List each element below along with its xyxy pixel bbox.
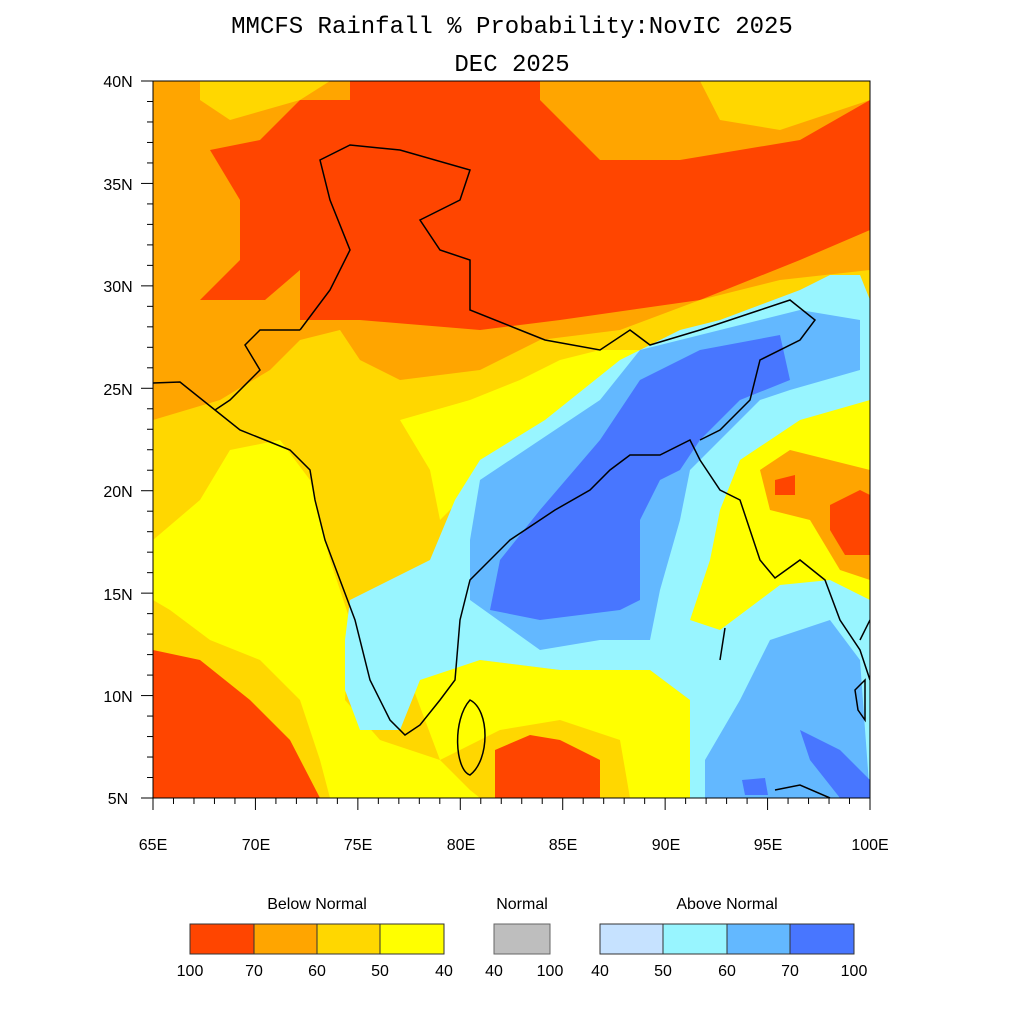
legend-normal: [493, 923, 551, 955]
y-tick-label: 15N: [103, 587, 132, 604]
legend-tick-labels: 100 70 60 50 40 40 100 40 50 60 70 100: [177, 963, 868, 980]
x-tick-label: 80E: [447, 837, 475, 854]
legend-tick: 100: [841, 963, 868, 980]
legend-tick: 100: [177, 963, 204, 980]
legend-below-label: Below Normal: [267, 896, 367, 913]
field-below-east-yellow: [690, 400, 870, 630]
y-tick-label: 40N: [103, 74, 132, 91]
field-above-70-100: [490, 335, 870, 798]
legend-above-label: Above Normal: [676, 896, 777, 913]
legend-normal-label: Normal: [496, 896, 548, 913]
x-tick-label: 85E: [549, 837, 577, 854]
legend-tick: 40: [435, 963, 453, 980]
legend-tick: 60: [718, 963, 736, 980]
legend-above-normal: [599, 923, 855, 955]
y-tick-label: 10N: [103, 689, 132, 706]
legend-tick: 60: [308, 963, 326, 980]
legend-tick: 40: [591, 963, 609, 980]
x-tick-label: 100E: [851, 837, 888, 854]
y-tick-label: 35N: [103, 177, 132, 194]
y-tick-label: 20N: [103, 484, 132, 501]
x-tick-label: 70E: [242, 837, 270, 854]
x-tick-label: 65E: [139, 837, 167, 854]
y-axis-labels: 40N 35N 30N 25N 20N 15N 10N 5N: [103, 74, 132, 808]
legend-tick: 50: [371, 963, 389, 980]
y-tick-label: 25N: [103, 382, 132, 399]
probability-fields: [153, 81, 870, 798]
field-below-east-red: [775, 475, 870, 555]
legend-tick: 70: [781, 963, 799, 980]
legend-below-normal: [189, 923, 445, 955]
x-axis-labels: 65E 70E 75E 80E 85E 90E 95E 100E: [139, 837, 889, 854]
x-tick-label: 75E: [344, 837, 372, 854]
map-title: MMCFS Rainfall % Probability:NovIC 2025: [231, 14, 793, 41]
legend-tick: 100: [537, 963, 564, 980]
plot-frame: [152, 80, 871, 799]
legend-tick: 70: [245, 963, 263, 980]
x-tick-label: 95E: [754, 837, 782, 854]
field-below-40-50: [153, 350, 690, 798]
axis-ticks: [141, 80, 871, 810]
map-subtitle: DEC 2025: [454, 52, 570, 79]
legend-tick: 50: [654, 963, 672, 980]
field-above-60-70: [470, 310, 870, 798]
legend-tick: 40: [485, 963, 503, 980]
y-tick-label: 5N: [108, 791, 128, 808]
field-below-south-red: [495, 735, 600, 798]
field-below-sw-red: [153, 650, 320, 798]
x-tick-label: 90E: [652, 837, 680, 854]
y-tick-label: 30N: [103, 279, 132, 296]
coastline-and-borders: [153, 144, 870, 798]
